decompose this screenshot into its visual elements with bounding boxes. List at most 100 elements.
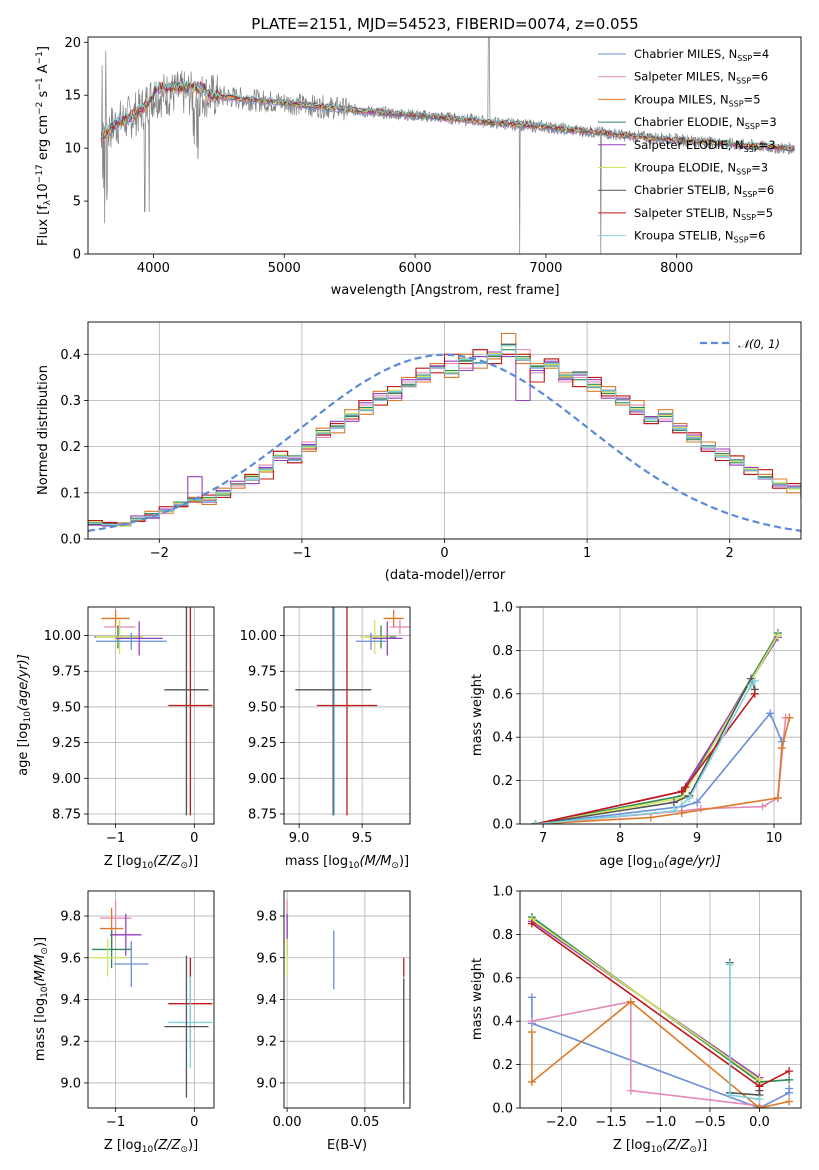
label-part: 10 <box>40 986 50 998</box>
mass-weight-line <box>535 632 779 824</box>
x-axis-label: age [log10(age/yr)] <box>599 854 721 871</box>
mass-weight-marker <box>773 793 782 802</box>
mass-weight-marker <box>527 993 536 1002</box>
legend-ssp: SSP <box>736 77 751 86</box>
legend-n: , N <box>728 138 744 152</box>
mass-weight-line <box>531 918 760 1081</box>
mass-weight-line <box>535 717 787 824</box>
mass-weight-marker <box>693 798 702 807</box>
x-tick-label: 6000 <box>399 261 432 276</box>
mass-weight-marker <box>681 783 690 792</box>
x-tick-label: 0 <box>440 546 448 561</box>
y-tick-label: 10.00 <box>44 629 81 644</box>
plot-area <box>295 607 410 816</box>
label-part: 10 <box>36 183 51 200</box>
mass-weight-marker <box>725 960 734 969</box>
label-part: erg cm <box>36 115 51 164</box>
x-tick-label: 0.0 <box>749 1115 770 1130</box>
mass-vs-metallicity-plot: −1 09.09.29.49.69.8Z [log10(Z/Z⊙)]mass [l… <box>33 890 215 1155</box>
y-tick-label: 0.4 <box>492 1015 513 1030</box>
legend-n: , N <box>726 183 742 197</box>
x-axis-label: Z [log10(Z/Z⊙)] <box>104 854 198 871</box>
y-tick-label: 9.2 <box>256 1035 277 1050</box>
y-tick-label: 10 <box>64 142 81 157</box>
legend-n-value: 6 <box>767 183 774 197</box>
y-tick-label: 0.4 <box>60 348 81 363</box>
y-tick-label: 0.2 <box>60 440 81 455</box>
x-tick-label: −1.0 <box>645 1115 677 1130</box>
label-part: )] <box>188 1138 198 1153</box>
x-tick-label: 0.05 <box>350 1115 379 1130</box>
label-part: −1 <box>35 77 45 90</box>
legend-eq: = <box>756 206 766 220</box>
y-tick-label: 9.75 <box>248 665 277 680</box>
y-axis-label: mass [log10(M/M⊙)] <box>33 937 50 1061</box>
residual-histogram: −2 −1 0 1 2 0.0 0.1 0.2 0.3 0.4 𝒩(0, 1) <box>60 321 802 561</box>
x-axis-label: Z [log10(Z/Z⊙)] <box>613 1138 707 1155</box>
y-tick-label: 1.0 <box>492 601 513 616</box>
y-axis-label: mass weight <box>470 958 485 1040</box>
y-tick-label: 0.0 <box>60 533 81 548</box>
mass-weight-marker <box>755 1082 764 1091</box>
legend-label: Salpeter STELIB, NSSP=5 <box>634 206 773 222</box>
spectrum-xlabel: wavelength [Angstrom, rest frame] <box>331 283 560 298</box>
mass-weight-line <box>535 634 779 824</box>
mass-weight-marker <box>626 1086 635 1095</box>
mass-weight-marker <box>750 689 759 698</box>
label-part: Z [log <box>104 854 142 869</box>
axes-frame <box>519 890 802 1109</box>
plot-area <box>94 607 213 816</box>
axes-frame <box>519 606 802 825</box>
y-tick-label: 0.6 <box>492 687 513 702</box>
legend-ssp: SSP <box>729 99 744 108</box>
x-tick-label: 8000 <box>660 261 693 276</box>
x-tick-label: 1 <box>583 546 591 561</box>
label-part: λ <box>43 199 53 205</box>
mass-weight-marker <box>755 1095 764 1104</box>
x-axis-label: E(B-V) <box>327 1138 367 1153</box>
mass-weight-marker <box>626 997 635 1006</box>
y-tick-label: 0.2 <box>492 774 513 789</box>
legend-n-value: 3 <box>769 115 776 129</box>
mass-weight-marker <box>750 676 759 685</box>
mass-weight-marker <box>785 1075 794 1084</box>
x-tick-label: −2.0 <box>546 1115 578 1130</box>
label-part: 10 <box>23 711 33 723</box>
legend-n-value: 6 <box>758 229 765 243</box>
y-tick-label: 0.4 <box>492 731 513 746</box>
y-tick-label: 0.3 <box>60 394 81 409</box>
x-tick-label: −1 <box>106 1115 125 1130</box>
legend-ssp: SSP <box>745 122 760 131</box>
y-tick-label: 5 <box>73 195 81 210</box>
plot-area <box>88 332 801 532</box>
label-part: age [log <box>16 723 31 776</box>
legend-n-value: 3 <box>768 138 775 152</box>
mass-weight-marker <box>785 713 794 722</box>
label-part: (Z/Z <box>153 854 181 869</box>
label-part: (age/yr)] <box>664 854 721 869</box>
histogram-xlabel: (data-model)/error <box>385 568 506 583</box>
legend-ssp: SSP <box>737 54 752 63</box>
legend-label: Chabrier MILES, NSSP=4 <box>634 47 769 63</box>
y-tick-label: 9.00 <box>52 772 81 787</box>
label-part: ⊙ <box>180 1145 188 1155</box>
mass-weight-line <box>535 717 791 824</box>
legend-label: 𝒩(0, 1) <box>738 337 780 351</box>
x-tick-label: 0 <box>190 1115 198 1130</box>
label-part: ] <box>36 46 51 51</box>
legend-label: Kroupa STELIB, NSSP=6 <box>634 229 766 245</box>
y-tick-label: 9.50 <box>248 700 277 715</box>
mass-weight-marker <box>755 1104 764 1108</box>
label-part: 10 <box>348 861 360 871</box>
label-part: age [log <box>599 854 652 869</box>
legend-ssp: SSP <box>734 236 749 245</box>
label-part: )] <box>697 1138 707 1153</box>
plot-area <box>90 899 213 1098</box>
label-part: (Z/Z <box>662 1138 690 1153</box>
y-tick-label: 10.00 <box>240 629 277 644</box>
legend-ssp: SSP <box>741 213 756 222</box>
histogram-series <box>88 332 801 526</box>
label-part: )] <box>399 854 409 869</box>
